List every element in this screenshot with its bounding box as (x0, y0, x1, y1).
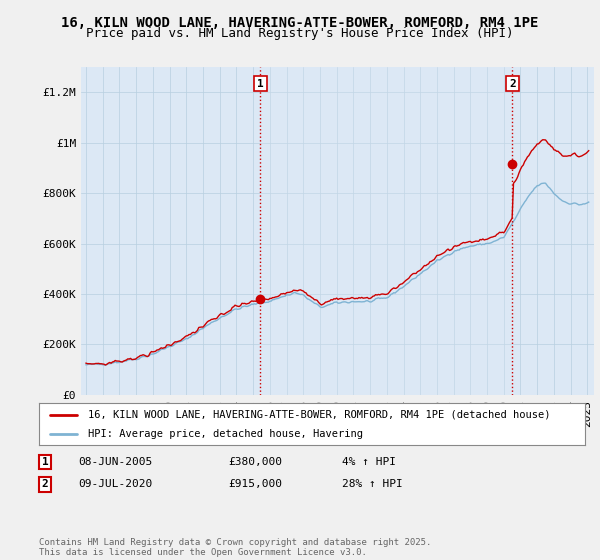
Text: 1: 1 (41, 457, 49, 467)
Text: 1: 1 (257, 78, 264, 88)
Text: HPI: Average price, detached house, Havering: HPI: Average price, detached house, Have… (88, 429, 363, 439)
Text: 08-JUN-2005: 08-JUN-2005 (78, 457, 152, 467)
Text: Price paid vs. HM Land Registry's House Price Index (HPI): Price paid vs. HM Land Registry's House … (86, 27, 514, 40)
Text: £380,000: £380,000 (228, 457, 282, 467)
Text: 28% ↑ HPI: 28% ↑ HPI (342, 479, 403, 489)
Text: 16, KILN WOOD LANE, HAVERING-ATTE-BOWER, ROMFORD, RM4 1PE (detached house): 16, KILN WOOD LANE, HAVERING-ATTE-BOWER,… (88, 409, 551, 419)
Text: 16, KILN WOOD LANE, HAVERING-ATTE-BOWER, ROMFORD, RM4 1PE: 16, KILN WOOD LANE, HAVERING-ATTE-BOWER,… (61, 16, 539, 30)
Text: 2: 2 (509, 78, 516, 88)
Text: 09-JUL-2020: 09-JUL-2020 (78, 479, 152, 489)
Text: £915,000: £915,000 (228, 479, 282, 489)
Bar (260, 67, 512, 395)
Text: 2: 2 (41, 479, 49, 489)
Text: 4% ↑ HPI: 4% ↑ HPI (342, 457, 396, 467)
Text: Contains HM Land Registry data © Crown copyright and database right 2025.
This d: Contains HM Land Registry data © Crown c… (39, 538, 431, 557)
